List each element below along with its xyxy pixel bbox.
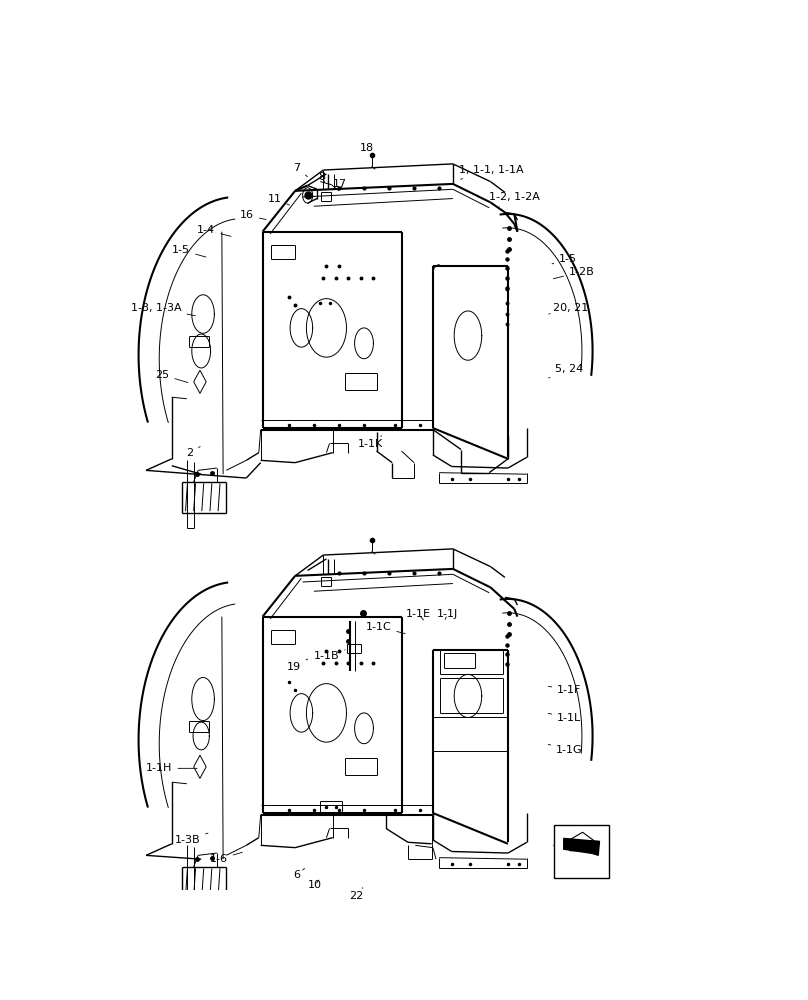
Text: 20, 21: 20, 21 xyxy=(549,303,588,314)
Text: 1-2B: 1-2B xyxy=(553,267,595,279)
Text: 10: 10 xyxy=(308,880,322,890)
Text: 1-5: 1-5 xyxy=(552,254,577,264)
Text: 1-1B: 1-1B xyxy=(314,650,345,661)
Text: 19: 19 xyxy=(287,659,308,672)
Text: 5, 24: 5, 24 xyxy=(549,364,583,378)
Text: 1-1H: 1-1H xyxy=(146,763,197,773)
Text: 22: 22 xyxy=(349,888,364,901)
Text: 1-1K: 1-1K xyxy=(358,436,383,449)
Text: 1-4: 1-4 xyxy=(197,225,231,236)
Text: 1-2, 1-2A: 1-2, 1-2A xyxy=(489,192,540,206)
Polygon shape xyxy=(567,832,595,851)
Text: 1-1E: 1-1E xyxy=(406,609,431,620)
Text: 17: 17 xyxy=(333,179,347,189)
Polygon shape xyxy=(586,841,600,855)
Text: 1-6: 1-6 xyxy=(210,852,242,864)
Text: 1-1D: 1-1D xyxy=(553,845,600,857)
Text: 7: 7 xyxy=(293,163,307,177)
Text: 18: 18 xyxy=(360,143,374,157)
Text: 25: 25 xyxy=(155,370,188,383)
Text: 1-5: 1-5 xyxy=(172,245,206,257)
Polygon shape xyxy=(564,838,600,854)
Text: 1-1L: 1-1L xyxy=(549,713,582,723)
Text: 1-1J: 1-1J xyxy=(436,609,458,619)
Text: 1-3B: 1-3B xyxy=(175,833,208,845)
Text: 1-1F: 1-1F xyxy=(549,685,582,695)
Text: 1-3, 1-3A: 1-3, 1-3A xyxy=(131,303,196,316)
Text: 8: 8 xyxy=(318,172,325,182)
Text: 1-1C: 1-1C xyxy=(365,622,405,634)
Text: 1, 1-1, 1-1A: 1, 1-1, 1-1A xyxy=(459,165,524,179)
Text: 6: 6 xyxy=(292,868,305,880)
Text: 2: 2 xyxy=(187,446,200,458)
Bar xyxy=(554,825,609,878)
Text: 11: 11 xyxy=(267,194,289,205)
Text: 1-1G: 1-1G xyxy=(549,744,583,755)
Text: 16: 16 xyxy=(240,210,266,220)
